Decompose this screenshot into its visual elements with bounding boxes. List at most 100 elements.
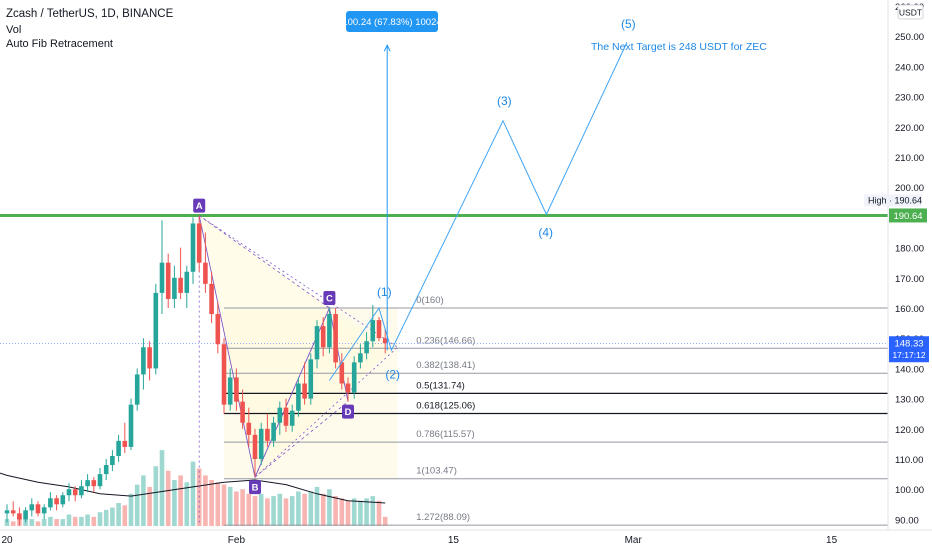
- candle-body: [271, 422, 276, 441]
- candle-body: [308, 359, 314, 399]
- volume-bar: [116, 503, 121, 526]
- volume-bar: [296, 491, 301, 526]
- candle-body: [333, 314, 338, 363]
- wave-label: (2): [385, 367, 400, 381]
- price-tick-label: 180.00: [895, 244, 924, 255]
- candle-body: [41, 507, 47, 514]
- volume-bar: [165, 470, 171, 526]
- pattern-point-label: D: [345, 407, 352, 418]
- volume-bar: [302, 493, 307, 526]
- candle-body: [339, 362, 345, 384]
- candle-body: [234, 377, 239, 402]
- candle-body: [159, 262, 165, 293]
- volume-bar: [320, 493, 326, 526]
- candle-body: [246, 422, 252, 435]
- candle-body: [376, 320, 382, 339]
- candle-body: [302, 383, 307, 399]
- candle-body: [103, 465, 109, 475]
- candle-body: [172, 277, 177, 299]
- volume-bar: [382, 516, 388, 526]
- volume-bar: [178, 475, 183, 526]
- candle-body: [258, 428, 264, 459]
- fib-level-label: 0(160): [416, 295, 443, 306]
- wave-label: (5): [621, 17, 636, 31]
- date-tick-label: Feb: [228, 535, 246, 546]
- candle-body: [60, 495, 66, 505]
- volume-bar: [54, 519, 59, 526]
- volume-indicator-label[interactable]: Vol: [6, 24, 22, 36]
- chart-title: Zcash / TetherUS, 1D, BINANCE: [6, 8, 174, 20]
- candle-body: [203, 262, 208, 284]
- level-price-badge: [889, 208, 927, 223]
- fib-level-label: 0.382(138.41): [416, 360, 475, 371]
- volume-bar: [271, 496, 276, 526]
- volume-bar: [66, 514, 72, 526]
- last-price-label: 148.33: [894, 339, 923, 350]
- candle-body: [196, 223, 202, 263]
- fib-level-label: 0.786(115.57): [416, 429, 474, 440]
- candle-body: [364, 341, 369, 354]
- fib-indicator-label[interactable]: Auto Fib Retracement: [6, 38, 113, 50]
- volume-bar: [240, 489, 245, 526]
- abcd-bc-dashed: [254, 307, 330, 478]
- volume-bar: [172, 480, 177, 526]
- volume-bar: [159, 450, 165, 526]
- price-tick-label: 230.00: [895, 93, 924, 104]
- volume-bar: [376, 500, 382, 526]
- volume-bar: [221, 484, 227, 526]
- wave-label: (4): [538, 225, 553, 239]
- volume-bar: [79, 516, 84, 526]
- currency-label: USDT: [899, 8, 922, 18]
- volume-bar: [265, 498, 270, 526]
- candle-body: [29, 504, 35, 511]
- volume-bar: [364, 498, 369, 526]
- candle-body: [17, 513, 22, 520]
- volume-bar: [345, 500, 351, 526]
- price-tick-label: 140.00: [895, 364, 924, 375]
- candle-body: [351, 362, 357, 393]
- candle-body: [23, 510, 28, 520]
- candle-body: [345, 383, 351, 393]
- candle-body: [134, 374, 140, 405]
- price-tick-label: 220.00: [895, 123, 924, 134]
- volume-bar: [203, 475, 208, 526]
- candle-body: [10, 510, 16, 514]
- candle-body: [296, 383, 301, 411]
- candle-body: [116, 440, 121, 456]
- price-tick-label: 200.00: [895, 183, 924, 194]
- candle-body: [122, 440, 128, 447]
- target-annotation: The Next Target is 248 USDT for ZEC: [591, 41, 767, 53]
- candle-body: [97, 474, 103, 487]
- volume-bar: [327, 489, 332, 526]
- candle-body: [190, 223, 196, 272]
- price-tick-label: 120.00: [895, 425, 924, 436]
- candle-body: [79, 486, 84, 496]
- pattern-point-badge: [193, 198, 206, 213]
- candle-body: [227, 377, 233, 405]
- volume-bar: [41, 519, 47, 526]
- volume-bar: [72, 516, 78, 526]
- candle-body: [358, 353, 363, 363]
- volume-bar: [97, 512, 103, 526]
- candle-body: [66, 489, 72, 496]
- measure-arrow-head: [383, 44, 391, 52]
- volume-bar: [10, 521, 16, 526]
- volume-bar: [103, 509, 109, 526]
- candle-body: [110, 455, 115, 466]
- candle-body: [141, 347, 146, 375]
- abcd-bd-dashed: [254, 401, 349, 478]
- candle-body: [320, 326, 326, 348]
- candle-body: [35, 504, 41, 514]
- fib-level-label: 0.236(146.66): [416, 335, 475, 346]
- abcd-ac-dashed: [198, 215, 330, 309]
- price-tick-label: 170.00: [895, 274, 924, 285]
- price-tick-label: 100.00: [895, 485, 924, 496]
- candle-body: [221, 344, 227, 405]
- volume-bar: [110, 507, 115, 526]
- price-tick-label: 90.00: [895, 515, 919, 526]
- pattern-point-badge: [249, 480, 261, 495]
- candle-body: [85, 480, 90, 487]
- fib-level-label: 0.5(131.74): [416, 380, 465, 391]
